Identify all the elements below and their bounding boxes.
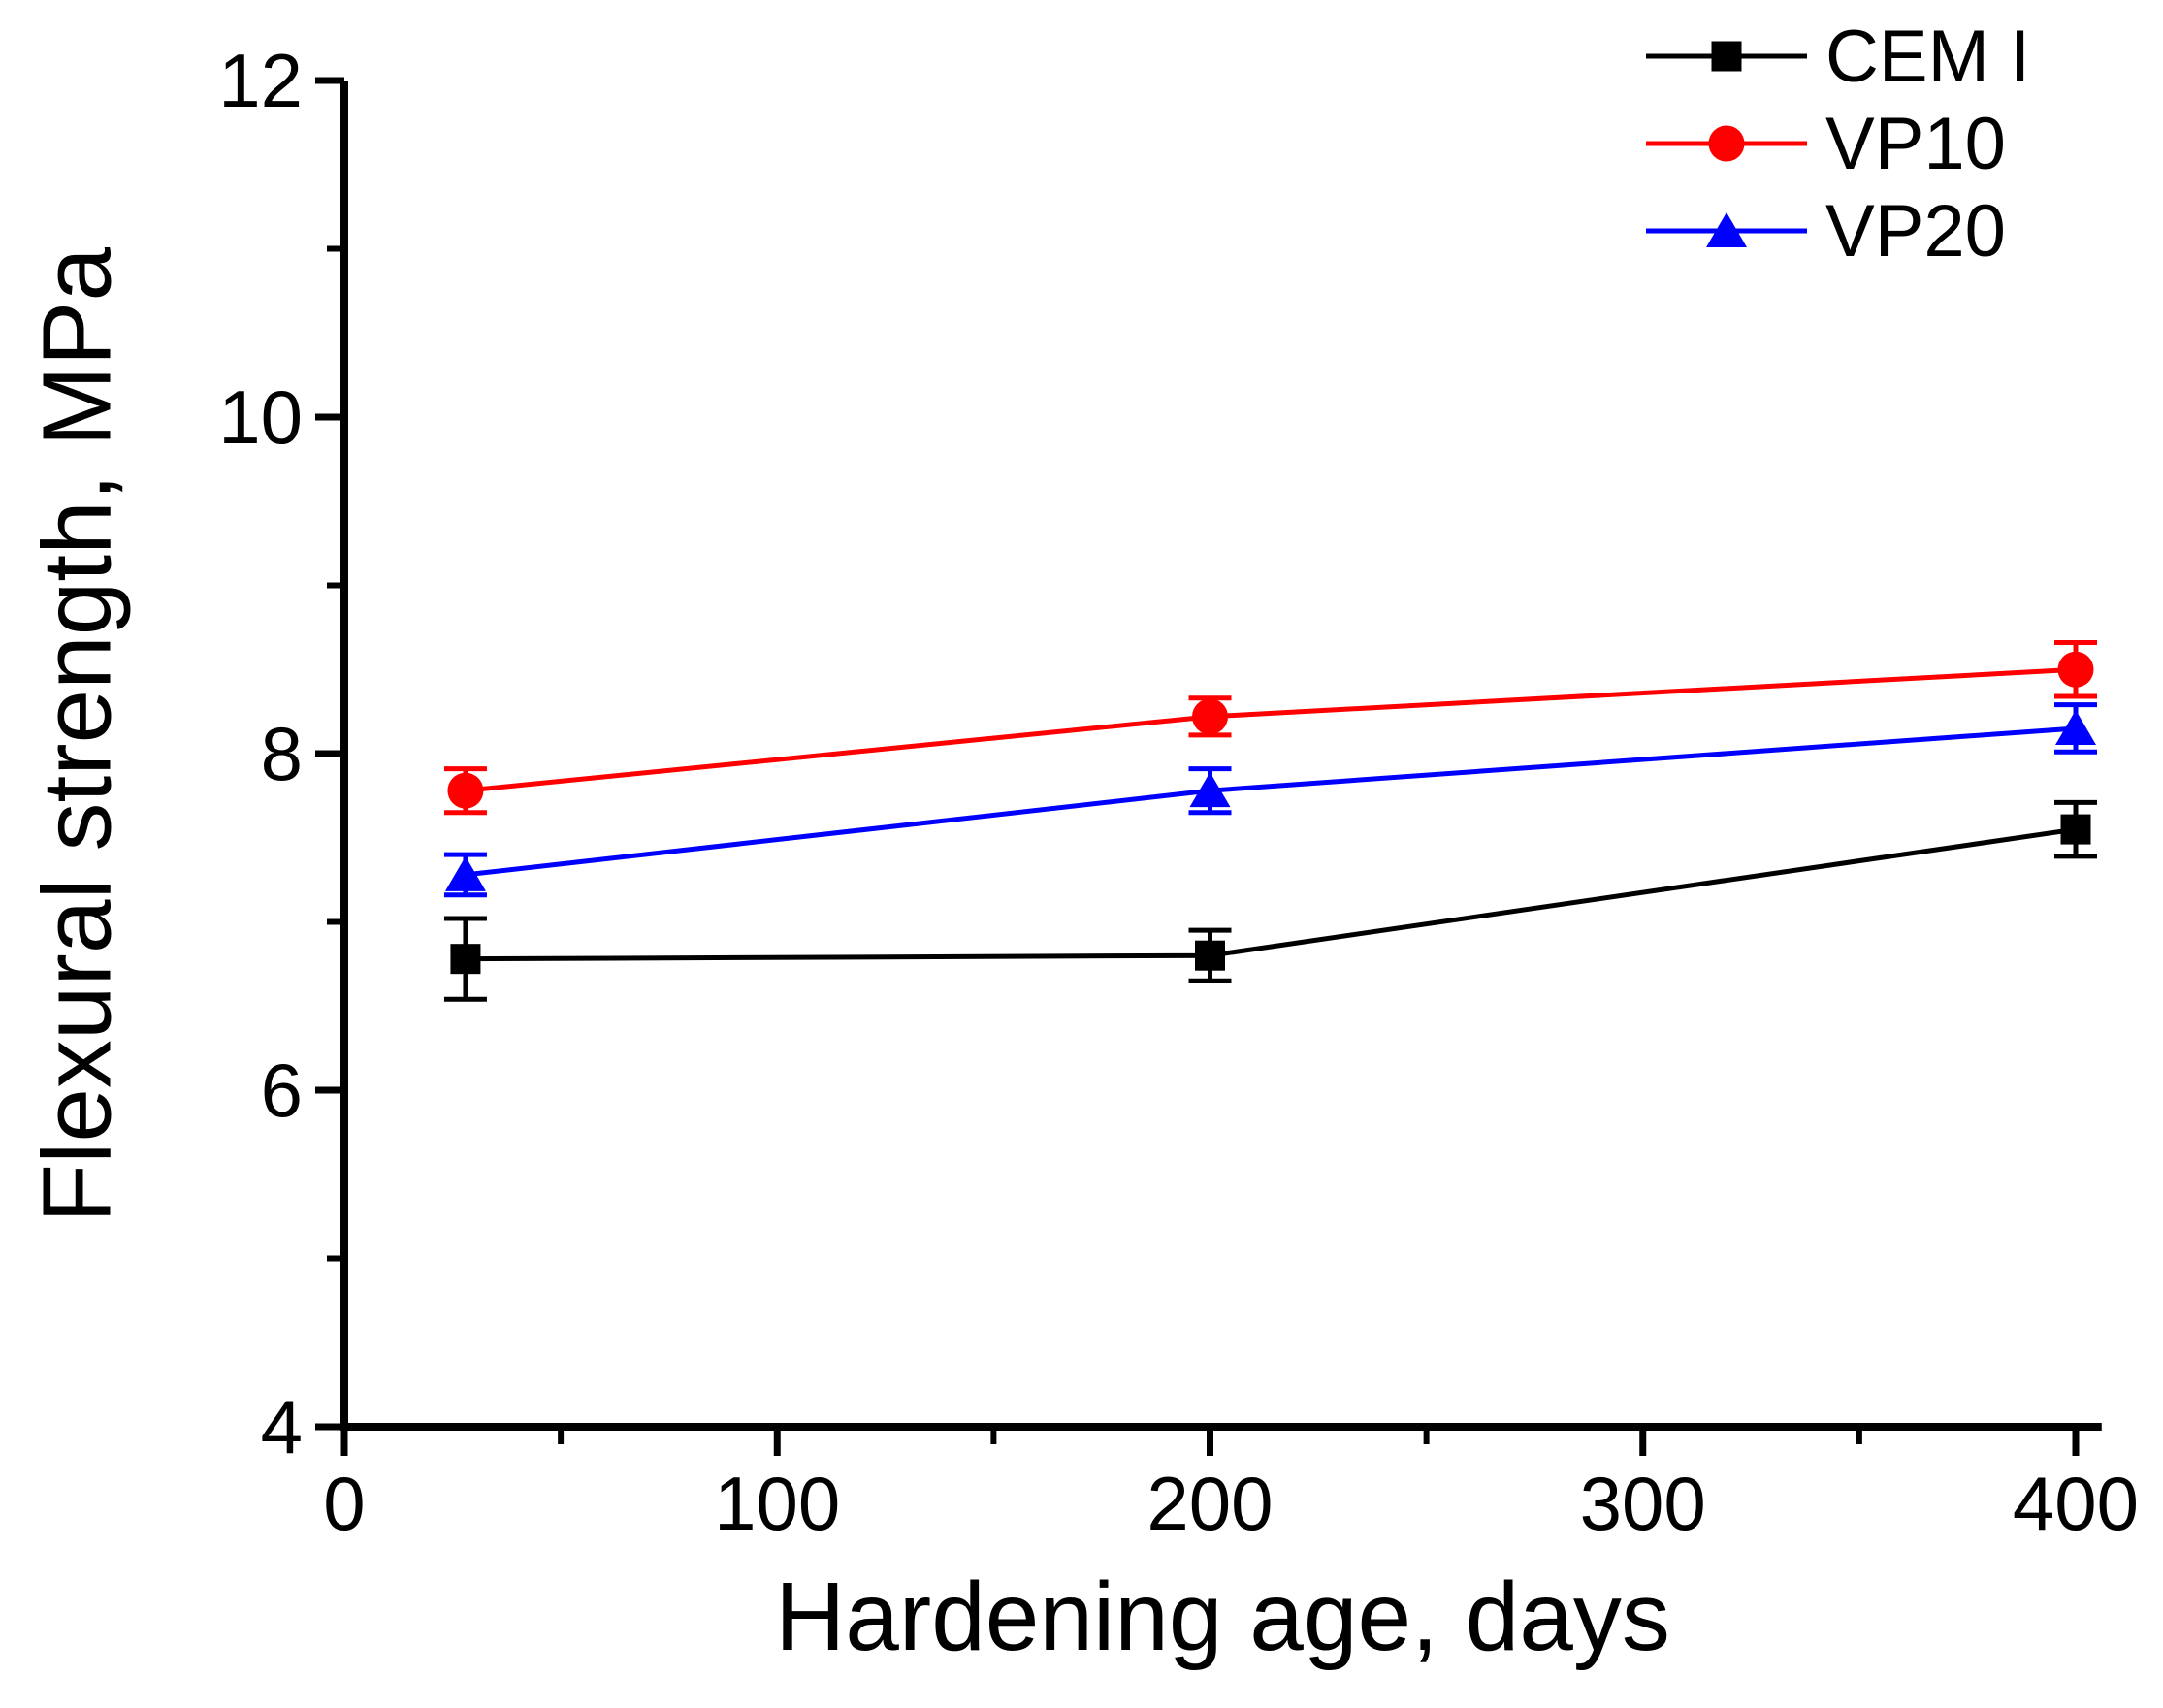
triangle-marker xyxy=(1189,772,1231,808)
x-tick-label: 0 xyxy=(323,1461,365,1546)
triangle-marker xyxy=(444,855,486,891)
square-marker xyxy=(2060,814,2091,845)
x-axis-title: Hardening age, days xyxy=(775,1563,1670,1671)
circle-marker xyxy=(2057,651,2094,688)
legend-square-marker-icon xyxy=(1646,41,1807,72)
series-line xyxy=(465,666,2077,793)
x-tick-label: 100 xyxy=(714,1461,840,1546)
square-marker xyxy=(1711,41,1742,72)
circle-marker xyxy=(447,772,484,809)
series-vp10 xyxy=(443,639,2097,816)
legend-label-cem-i: CEM I xyxy=(1825,15,2031,98)
legend-item-cem-i: CEM I xyxy=(1644,13,2030,100)
series-cem-i xyxy=(443,799,2097,1002)
series-line xyxy=(465,725,2077,878)
square-marker xyxy=(450,944,481,975)
x-tick-label: 300 xyxy=(1580,1461,1706,1546)
axis-frame xyxy=(340,81,2102,1431)
legend-item-vp10: VP10 xyxy=(1644,100,2030,187)
circle-marker xyxy=(1192,698,1228,735)
legend-circle-marker-icon xyxy=(1646,125,1807,162)
y-tick-label: 4 xyxy=(261,1384,303,1469)
y-tick-label: 6 xyxy=(261,1047,303,1133)
y-tick-label: 10 xyxy=(218,374,303,460)
triangle-marker xyxy=(2055,709,2096,745)
square-marker xyxy=(1195,940,1225,971)
series-vp20 xyxy=(443,702,2097,898)
legend-label-vp10: VP10 xyxy=(1825,102,2006,185)
triangle-marker xyxy=(1706,212,1747,247)
circle-marker xyxy=(1708,125,1745,162)
y-tick-label: 12 xyxy=(218,38,303,123)
y-tick-label: 8 xyxy=(261,711,303,796)
x-tick-label: 400 xyxy=(2013,1461,2139,1546)
legend-item-vp20: VP20 xyxy=(1644,187,2030,274)
x-tick-label: 200 xyxy=(1146,1461,1273,1546)
y-axis-title: Flexural strength, MPa xyxy=(22,247,132,1223)
legend: CEM I VP10 VP20 xyxy=(1644,13,2030,274)
legend-label-vp20: VP20 xyxy=(1825,189,2006,273)
legend-triangle-marker-icon xyxy=(1646,212,1807,247)
